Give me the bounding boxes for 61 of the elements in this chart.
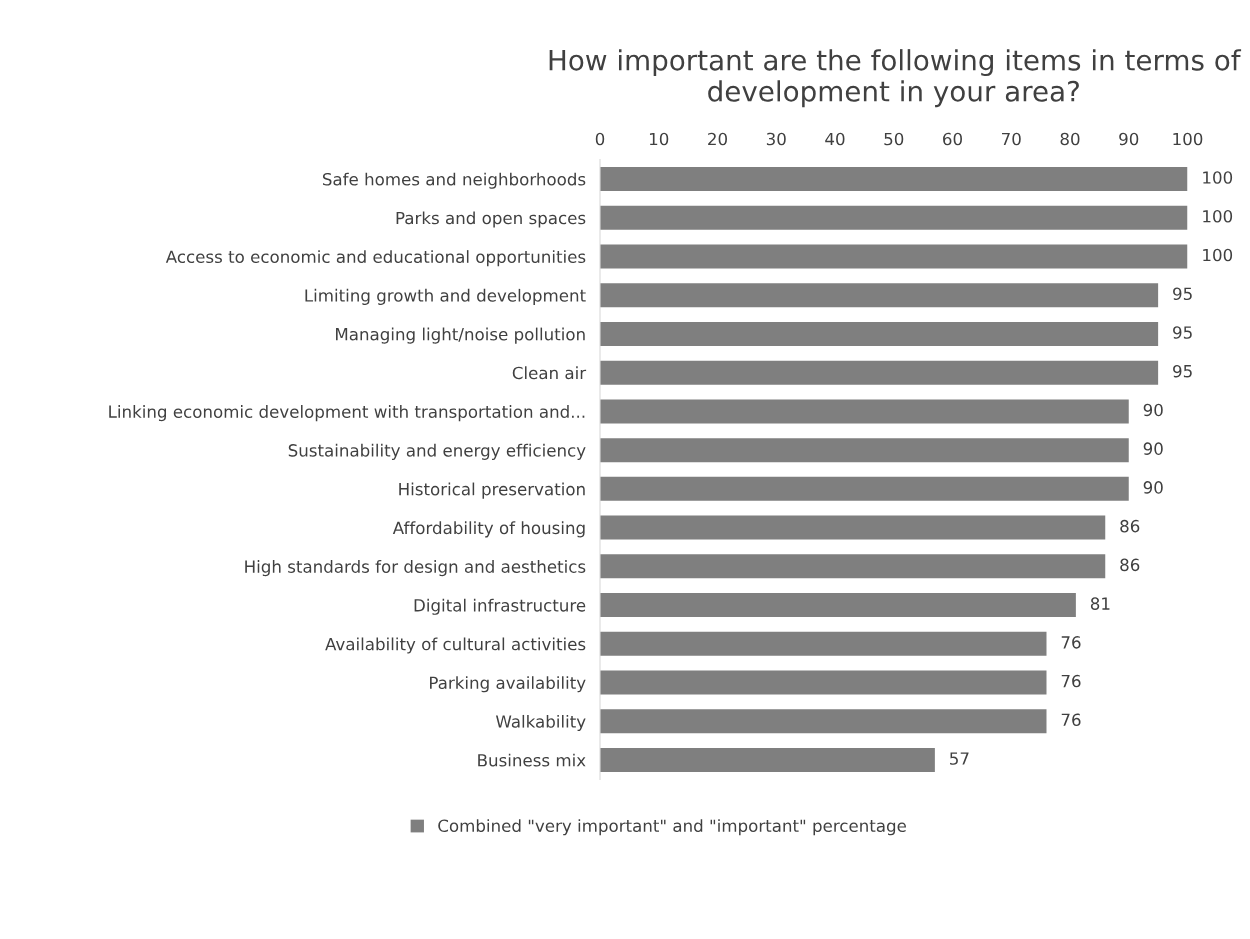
x-tick-label: 60 [943,132,962,146]
data-label: 90 [1143,481,1163,494]
x-tick-label: 70 [1002,132,1021,146]
y-tick-label: Availability of cultural activities [325,637,586,654]
x-tick-label: 100 [1173,132,1203,146]
x-tick-label: 10 [649,132,669,146]
data-label: 76 [1061,713,1081,727]
y-tick-label: Limiting growth and development [305,288,586,305]
data-label: 76 [1061,674,1081,688]
y-tick-label: Linking economic development with transportation and... [109,405,585,422]
y-tick-label: Parks and open spaces [396,211,586,228]
data-label: 95 [1173,287,1192,301]
y-tick-label: Access to economic and educational opportunities [165,250,586,267]
bar [600,244,1188,269]
y-tick-label: Affordability of housing [392,521,585,538]
x-tick-label: 40 [825,132,845,146]
bar [600,709,1047,734]
x-tick-label: 20 [708,132,727,146]
bar [600,166,1188,191]
bar [600,631,1047,656]
bar [600,554,1106,579]
x-tick-label: 90 [1119,132,1139,146]
y-tick-label: Safe homes and neighborhoods [322,172,586,189]
bar [600,360,1159,385]
y-tick-label: High standards for design and aesthetics [245,560,586,577]
y-tick-label: Managing light/noise pollution [336,327,585,344]
data-label: 100 [1203,209,1233,223]
data-label: 90 [1143,442,1163,455]
y-tick-label: Business mix [478,753,586,767]
data-label: 86 [1120,558,1140,572]
data-label: 86 [1120,519,1140,533]
data-label: 81 [1090,597,1110,610]
data-label: 90 [1143,403,1163,417]
bar [600,670,1047,695]
bar [600,476,1129,501]
data-label: 95 [1173,364,1192,378]
chart-title: How important are the following items in terms of development in your area? [549,49,1242,108]
bar [600,399,1129,424]
x-tick-label: 30 [766,132,786,146]
data-label: 95 [1173,326,1192,339]
data-label: 100 [1203,248,1233,262]
bar [600,515,1106,540]
bar [600,321,1159,346]
y-tick-label: Sustainability and energy efficiency [288,443,586,460]
y-tick-label: Clean air [512,366,587,380]
x-tick-label: 50 [884,132,904,146]
x-tick-label: 80 [1060,132,1080,146]
y-tick-label: Historical preservation [399,482,585,499]
x-tick-label: 0 [595,132,605,146]
y-tick-label: Digital infrastructure [414,598,586,615]
data-label: 76 [1061,636,1081,649]
bar [600,748,935,773]
bar [600,283,1159,308]
y-tick-label: Walkability [495,714,586,732]
bar [600,593,1076,618]
bar [600,205,1188,230]
bar [600,438,1129,463]
data-label: 100 [1203,171,1233,184]
y-tick-label: Parking availability [430,676,586,693]
legend-label: Combined "very important" and "important" percentage [438,819,906,836]
data-label: 57 [950,752,969,765]
